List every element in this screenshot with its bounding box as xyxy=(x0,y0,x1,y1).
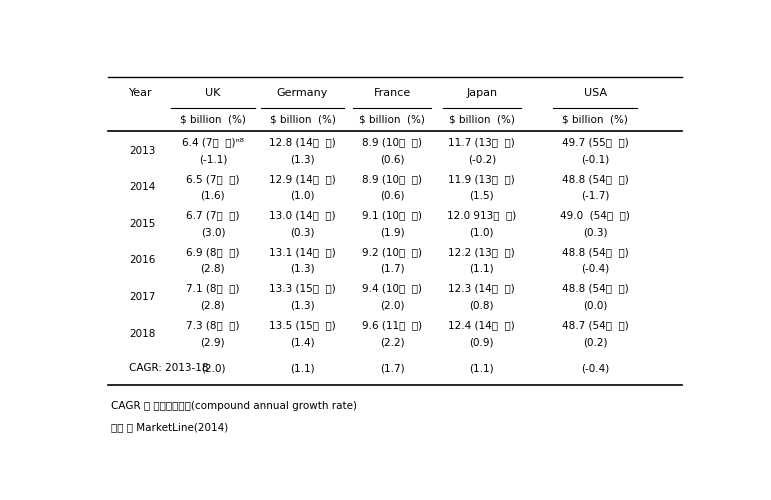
Text: 12.3 (14조  원): 12.3 (14조 원) xyxy=(449,284,515,294)
Text: (1.3): (1.3) xyxy=(290,154,315,164)
Text: 48.8 (54조  원): 48.8 (54조 원) xyxy=(562,284,628,294)
Text: (1.4): (1.4) xyxy=(290,337,315,347)
Text: (1.5): (1.5) xyxy=(470,190,494,200)
Text: (2.0): (2.0) xyxy=(200,363,225,373)
Text: UK: UK xyxy=(205,88,221,98)
Text: 9.6 (11조  원): 9.6 (11조 원) xyxy=(362,320,423,330)
Text: (1.0): (1.0) xyxy=(470,228,494,237)
Text: (-0.2): (-0.2) xyxy=(468,154,496,164)
Text: 출잘 ： MarketLine(2014): 출잘 ： MarketLine(2014) xyxy=(111,422,228,432)
Text: $ billion  (%): $ billion (%) xyxy=(562,114,628,124)
Text: 48.8 (54조  원): 48.8 (54조 원) xyxy=(562,174,628,184)
Text: 12.9 (14조  원): 12.9 (14조 원) xyxy=(269,174,336,184)
Text: $ billion  (%): $ billion (%) xyxy=(359,114,425,124)
Text: (-0.1): (-0.1) xyxy=(581,154,609,164)
Text: 7.1 (8조  원): 7.1 (8조 원) xyxy=(186,284,240,294)
Text: (0.2): (0.2) xyxy=(583,337,608,347)
Text: 49.7 (55조  원): 49.7 (55조 원) xyxy=(562,137,628,147)
Text: (2.8): (2.8) xyxy=(200,300,225,310)
Text: (0.3): (0.3) xyxy=(290,228,315,237)
Text: (2.9): (2.9) xyxy=(200,337,225,347)
Text: 2015: 2015 xyxy=(130,219,156,229)
Text: 13.3 (15조  원): 13.3 (15조 원) xyxy=(269,284,336,294)
Text: (0.8): (0.8) xyxy=(470,300,494,310)
Text: 9.4 (10조  원): 9.4 (10조 원) xyxy=(362,284,423,294)
Text: 7.3 (8조  원): 7.3 (8조 원) xyxy=(186,320,240,330)
Text: (0.9): (0.9) xyxy=(470,337,494,347)
Text: CAGR: 2013-18: CAGR: 2013-18 xyxy=(130,363,209,373)
Text: (1.1): (1.1) xyxy=(290,363,315,373)
Text: Year: Year xyxy=(130,88,153,98)
Text: $ billion  (%): $ billion (%) xyxy=(449,114,515,124)
Text: 2014: 2014 xyxy=(130,182,156,192)
Text: (2.8): (2.8) xyxy=(200,264,225,274)
Text: (1.1): (1.1) xyxy=(470,363,494,373)
Text: (3.0): (3.0) xyxy=(200,228,225,237)
Text: (1.3): (1.3) xyxy=(290,300,315,310)
Text: 13.5 (15조  원): 13.5 (15조 원) xyxy=(269,320,336,330)
Text: (-0.4): (-0.4) xyxy=(581,363,609,373)
Text: Japan: Japan xyxy=(466,88,497,98)
Text: (1.7): (1.7) xyxy=(380,363,405,373)
Text: USA: USA xyxy=(584,88,607,98)
Text: 13.1 (14조  원): 13.1 (14조 원) xyxy=(269,247,336,257)
Text: 12.8 (14조  원): 12.8 (14조 원) xyxy=(269,137,336,147)
Text: 2016: 2016 xyxy=(130,256,156,266)
Text: 6.9 (8조  원): 6.9 (8조 원) xyxy=(186,247,240,257)
Text: (-1.7): (-1.7) xyxy=(581,190,610,200)
Text: 48.7 (54조  원): 48.7 (54조 원) xyxy=(562,320,628,330)
Text: Germany: Germany xyxy=(277,88,328,98)
Text: (1.9): (1.9) xyxy=(380,228,405,237)
Text: 2017: 2017 xyxy=(130,292,156,302)
Text: $ billion  (%): $ billion (%) xyxy=(270,114,335,124)
Text: (0.6): (0.6) xyxy=(380,190,405,200)
Text: 6.5 (7조  원): 6.5 (7조 원) xyxy=(186,174,240,184)
Text: France: France xyxy=(373,88,411,98)
Text: 6.7 (7조  원): 6.7 (7조 원) xyxy=(186,210,240,220)
Text: (1.7): (1.7) xyxy=(380,264,405,274)
Text: (-1.1): (-1.1) xyxy=(199,154,227,164)
Text: 12.0 913조  원): 12.0 913조 원) xyxy=(447,210,517,220)
Text: 8.9 (10조  원): 8.9 (10조 원) xyxy=(362,137,423,147)
Text: (1.1): (1.1) xyxy=(470,264,494,274)
Text: 12.4 (14조  원): 12.4 (14조 원) xyxy=(449,320,515,330)
Text: 11.7 (13조  원): 11.7 (13조 원) xyxy=(449,137,515,147)
Text: (0.6): (0.6) xyxy=(380,154,405,164)
Text: CAGR ： 연평균성장률(compound annual growth rate): CAGR ： 연평균성장률(compound annual growth rat… xyxy=(111,400,357,410)
Text: 11.9 (13조  원): 11.9 (13조 원) xyxy=(449,174,515,184)
Text: 48.8 (54조  원): 48.8 (54조 원) xyxy=(562,247,628,257)
Text: 2013: 2013 xyxy=(130,146,156,156)
Text: (1.3): (1.3) xyxy=(290,264,315,274)
Text: (0.3): (0.3) xyxy=(583,228,608,237)
Text: 49.0  (54조  원): 49.0 (54조 원) xyxy=(561,210,630,220)
Text: 12.2 (13조  원): 12.2 (13조 원) xyxy=(449,247,515,257)
Text: 2018: 2018 xyxy=(130,328,156,338)
Text: 9.1 (10조  원): 9.1 (10조 원) xyxy=(362,210,423,220)
Text: 6.4 (7조  원)ⁿ⁸: 6.4 (7조 원)ⁿ⁸ xyxy=(182,137,244,147)
Text: (1.0): (1.0) xyxy=(290,190,315,200)
Text: 8.9 (10조  원): 8.9 (10조 원) xyxy=(362,174,423,184)
Text: (-0.4): (-0.4) xyxy=(581,264,609,274)
Text: 13.0 (14조  원): 13.0 (14조 원) xyxy=(269,210,336,220)
Text: 9.2 (10조  원): 9.2 (10조 원) xyxy=(362,247,423,257)
Text: $ billion  (%): $ billion (%) xyxy=(180,114,246,124)
Text: (2.0): (2.0) xyxy=(380,300,405,310)
Text: (1.6): (1.6) xyxy=(200,190,225,200)
Text: (0.0): (0.0) xyxy=(583,300,608,310)
Text: (2.2): (2.2) xyxy=(380,337,405,347)
